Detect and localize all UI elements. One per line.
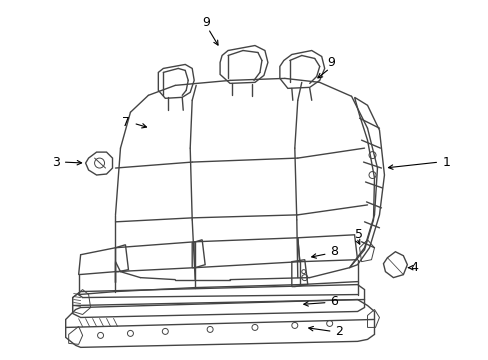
- Text: 9: 9: [327, 56, 335, 69]
- Text: 1: 1: [441, 156, 449, 168]
- Text: 8: 8: [329, 245, 337, 258]
- Text: 7: 7: [122, 116, 130, 129]
- Text: 9: 9: [202, 16, 210, 29]
- Text: 3: 3: [52, 156, 60, 168]
- Text: 5: 5: [354, 228, 362, 241]
- Text: 4: 4: [409, 261, 417, 274]
- Text: 2: 2: [334, 325, 342, 338]
- Text: 6: 6: [329, 295, 337, 308]
